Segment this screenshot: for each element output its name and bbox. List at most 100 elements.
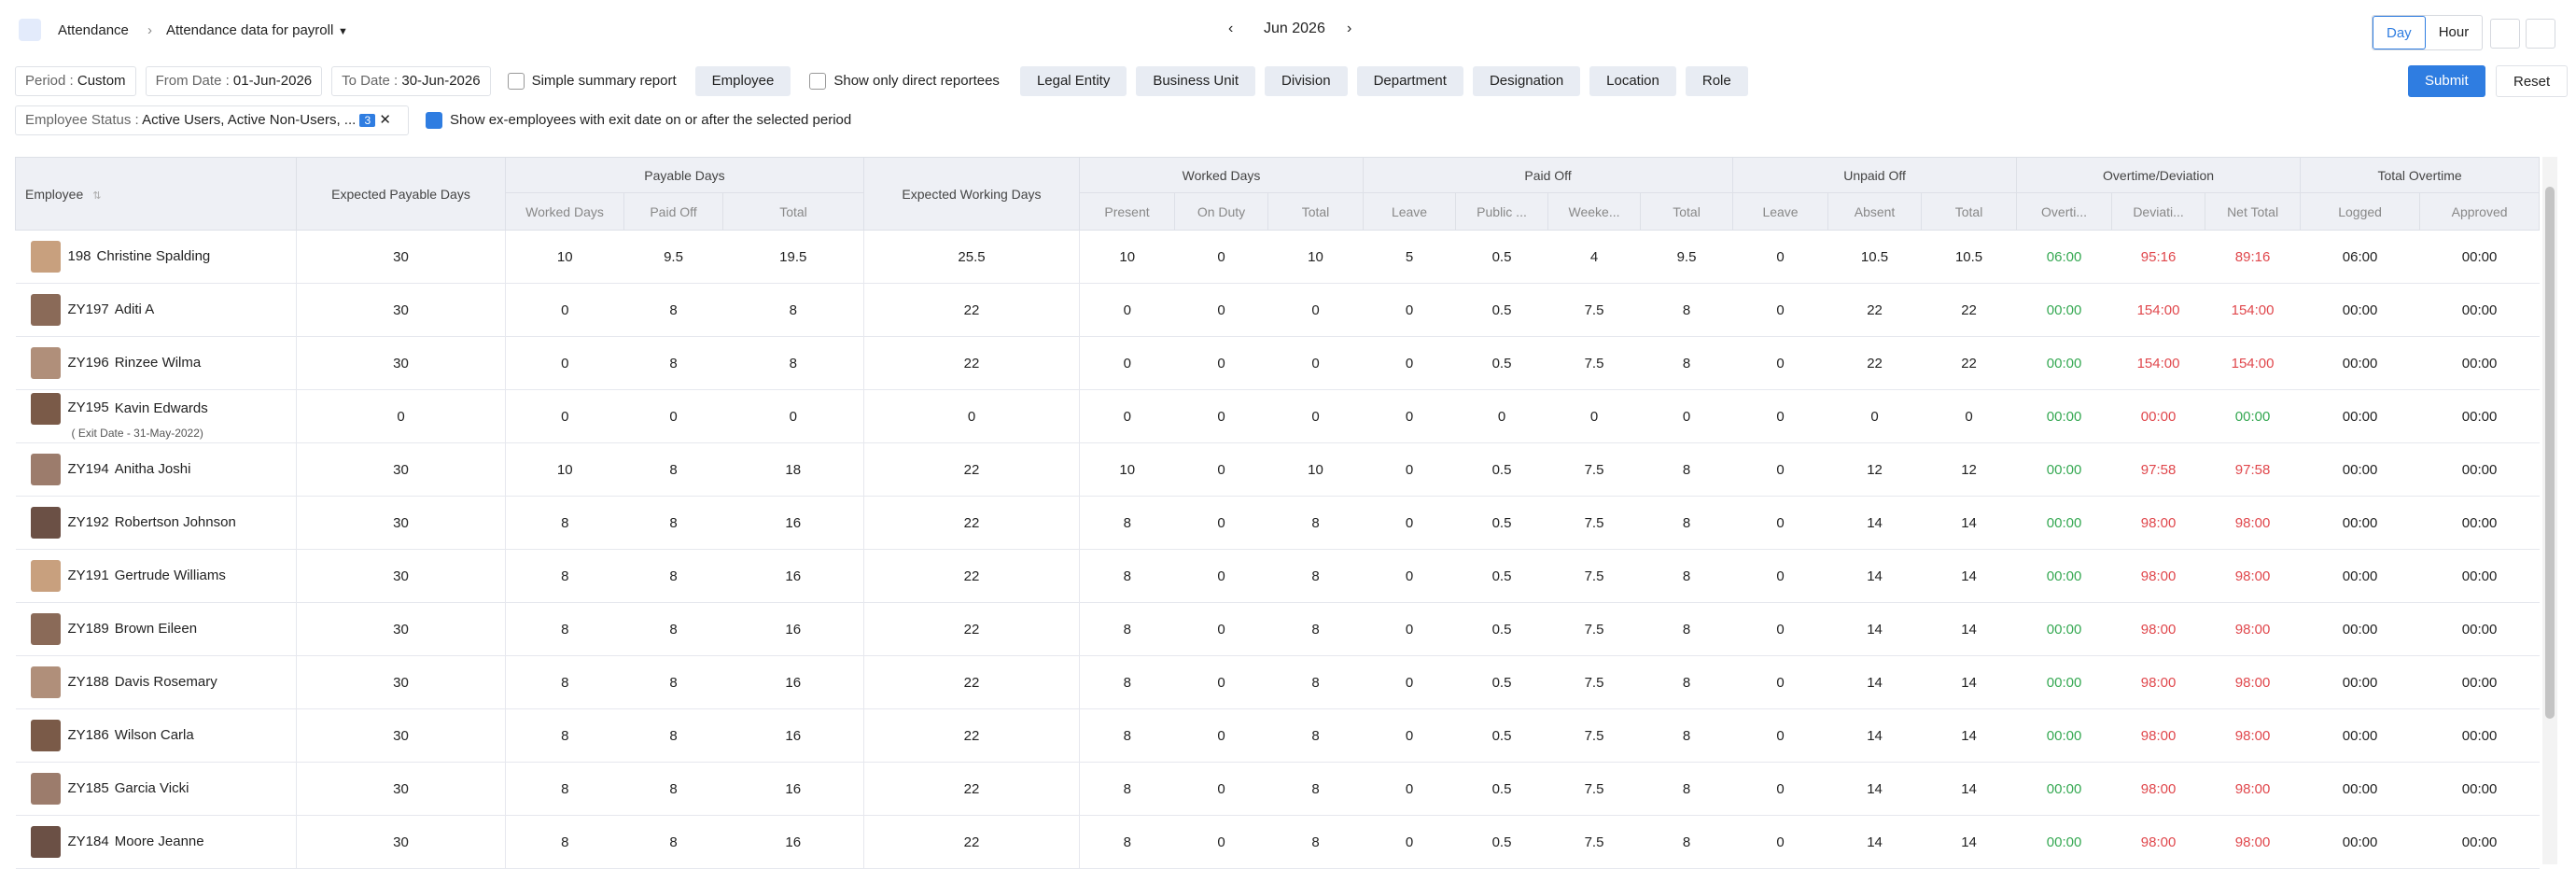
cell: 98:00 bbox=[2111, 762, 2205, 816]
employee-name[interactable]: Kavin Edwards bbox=[114, 399, 208, 416]
employee-cell: ZY194 Anitha Joshi bbox=[15, 442, 297, 497]
checkbox[interactable] bbox=[809, 73, 827, 91]
period-label: Period : bbox=[25, 73, 74, 89]
period-select[interactable]: Period : Custom bbox=[15, 66, 136, 96]
cell: 22 bbox=[863, 496, 1080, 550]
column-header[interactable]: Weeke... bbox=[1547, 192, 1642, 231]
column-header[interactable]: Present bbox=[1079, 192, 1175, 231]
employee-name[interactable]: Aditi A bbox=[114, 301, 155, 317]
avatar bbox=[30, 826, 61, 858]
cell: 10 bbox=[505, 442, 624, 497]
employee-cell: ZY196 Rinzee Wilma bbox=[15, 336, 297, 390]
filter-chip[interactable]: Role bbox=[1685, 66, 1748, 96]
cell: 8 bbox=[505, 708, 624, 763]
column-header[interactable]: Total bbox=[1267, 192, 1365, 231]
cell: 00:00 bbox=[2300, 496, 2420, 550]
sort-icon[interactable]: ⇅ bbox=[92, 189, 102, 202]
cell: 22 bbox=[1921, 283, 2017, 337]
ex-employees[interactable]: Show ex-employees with exit date on or a… bbox=[426, 112, 851, 130]
checkbox[interactable] bbox=[507, 73, 525, 91]
filter-chip[interactable]: Department bbox=[1356, 66, 1463, 96]
cell: 8 bbox=[505, 496, 624, 550]
breadcrumb-report[interactable]: Attendance data for payroll bbox=[166, 22, 334, 38]
cell: 0 bbox=[1921, 389, 2017, 443]
column-header[interactable]: Public ... bbox=[1455, 192, 1549, 231]
cell: 0.5 bbox=[1455, 496, 1548, 550]
filter-button[interactable] bbox=[2490, 19, 2520, 49]
cell: 14 bbox=[1827, 655, 1922, 709]
column-header[interactable]: Expected Working Days bbox=[863, 157, 1080, 231]
cell: 16 bbox=[722, 549, 864, 603]
employee-name[interactable]: Gertrude Williams bbox=[114, 567, 226, 583]
column-header[interactable]: Leave bbox=[1732, 192, 1829, 231]
cell: 0 bbox=[1827, 389, 1922, 443]
cell: 0 bbox=[1363, 442, 1456, 497]
column-header[interactable]: Absent bbox=[1827, 192, 1923, 231]
cell: 8 bbox=[623, 708, 723, 763]
employee-name[interactable]: Rinzee Wilma bbox=[114, 354, 202, 371]
column-header[interactable]: Net Total bbox=[2205, 192, 2302, 231]
scrollbar-thumb[interactable] bbox=[2545, 187, 2555, 719]
column-header[interactable]: Expected Payable Days bbox=[296, 157, 506, 231]
cell: 10.5 bbox=[1827, 230, 1922, 284]
breadcrumb-module[interactable]: Attendance bbox=[58, 22, 129, 38]
home-button[interactable] bbox=[19, 19, 41, 41]
submit-button[interactable]: Submit bbox=[2408, 65, 2485, 97]
status-count: 3 bbox=[359, 114, 376, 127]
status-select[interactable]: Employee Status : Active Users, Active N… bbox=[15, 105, 409, 135]
hour-toggle[interactable]: Hour bbox=[2438, 24, 2470, 40]
more-button[interactable] bbox=[2526, 19, 2555, 49]
column-header[interactable]: Total bbox=[722, 192, 864, 231]
employee-name[interactable]: Davis Rosemary bbox=[114, 673, 217, 690]
filter-chip[interactable]: Location bbox=[1589, 66, 1676, 96]
column-header[interactable]: Deviati... bbox=[2111, 192, 2206, 231]
clear-status[interactable]: ✕ bbox=[379, 112, 391, 128]
column-header[interactable]: Logged bbox=[2300, 192, 2421, 231]
report-dropdown[interactable]: ▼ bbox=[338, 26, 348, 37]
column-header[interactable]: Total bbox=[1640, 192, 1734, 231]
column-header[interactable]: Overti... bbox=[2016, 192, 2113, 231]
cell: 98:00 bbox=[2205, 496, 2301, 550]
cell: 8 bbox=[505, 549, 624, 603]
employee-name[interactable]: Garcia Vicki bbox=[114, 779, 189, 796]
cell: 0 bbox=[1363, 815, 1456, 869]
employee-id: ZY185 bbox=[67, 779, 109, 796]
to-date[interactable]: To Date : 30-Jun-2026 bbox=[331, 66, 491, 96]
column-header[interactable]: Employee ⇅ bbox=[15, 157, 297, 231]
checkbox[interactable] bbox=[426, 112, 442, 130]
reset-button[interactable]: Reset bbox=[2496, 65, 2569, 97]
filter-chip[interactable]: Legal Entity bbox=[1019, 66, 1127, 96]
simple-summary[interactable]: Simple summary report bbox=[507, 73, 677, 91]
prev-period[interactable]: ‹ bbox=[1228, 21, 1234, 36]
cell: 16 bbox=[722, 708, 864, 763]
employee-chip[interactable]: Employee bbox=[694, 66, 791, 96]
from-date[interactable]: From Date : 01-Jun-2026 bbox=[145, 66, 323, 96]
column-header[interactable]: Approved bbox=[2419, 192, 2541, 231]
employee-name[interactable]: Brown Eileen bbox=[114, 620, 198, 637]
next-period[interactable]: › bbox=[1347, 21, 1352, 36]
column-header[interactable]: On Duty bbox=[1174, 192, 1268, 231]
direct-reportees[interactable]: Show only direct reportees bbox=[809, 73, 1000, 91]
filter-chip[interactable]: Business Unit bbox=[1136, 66, 1256, 96]
filter-chip[interactable]: Division bbox=[1265, 66, 1348, 96]
cell: 30 bbox=[296, 336, 506, 390]
column-header[interactable]: Paid Off bbox=[623, 192, 723, 231]
employee-name[interactable]: Moore Jeanne bbox=[114, 833, 204, 849]
avatar bbox=[30, 507, 61, 539]
cell: 14 bbox=[1827, 815, 1922, 869]
cell: 16 bbox=[722, 815, 864, 869]
column-header[interactable]: Leave bbox=[1363, 192, 1457, 231]
employee-name[interactable]: Wilson Carla bbox=[114, 726, 194, 743]
employee-name[interactable]: Anitha Joshi bbox=[114, 460, 191, 477]
cell: 0.5 bbox=[1455, 549, 1548, 603]
employee-name[interactable]: Christine Spalding bbox=[96, 247, 211, 264]
employee-name[interactable]: Robertson Johnson bbox=[114, 513, 236, 530]
column-header[interactable]: Worked Days bbox=[505, 192, 624, 231]
cell: 0 bbox=[1363, 549, 1456, 603]
column-header[interactable]: Total bbox=[1921, 192, 2018, 231]
cell: 0 bbox=[1174, 496, 1268, 550]
cell: 14 bbox=[1921, 815, 2017, 869]
avatar bbox=[30, 720, 61, 751]
day-toggle[interactable]: Day bbox=[2373, 16, 2426, 49]
filter-chip[interactable]: Designation bbox=[1472, 66, 1581, 96]
